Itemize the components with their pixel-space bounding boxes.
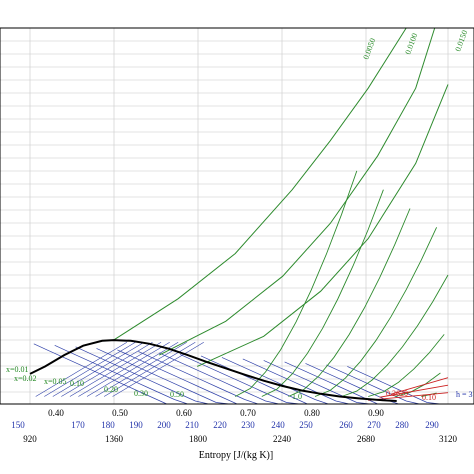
isotherm-line <box>75 346 209 405</box>
specific-volume-line <box>288 208 411 397</box>
x-primary-tick: 920 <box>23 434 37 444</box>
quality-label: 0.50 <box>170 390 184 399</box>
specific-volume-line <box>314 227 438 397</box>
x-secondary-tick: 0.80 <box>304 408 320 418</box>
x-secondary-tick: 0.40 <box>48 408 64 418</box>
x-primary-tick: 2240 <box>273 434 292 444</box>
x-secondary-tick: 0.60 <box>176 408 192 418</box>
quality-label: 1.0 <box>292 392 302 401</box>
x-tertiary-tick: 170 <box>71 420 85 430</box>
quality-line <box>44 342 136 397</box>
isotherm-line <box>54 344 188 405</box>
specific-volume-line <box>261 189 384 397</box>
x-secondary-tick: 0.70 <box>240 408 256 418</box>
quality-line <box>61 342 153 397</box>
x-primary-tick: 1800 <box>189 434 208 444</box>
quality-line <box>69 342 162 397</box>
x-tertiary-tick: 220 <box>213 420 227 430</box>
isenthalp-lines <box>368 377 449 401</box>
quality-line <box>52 342 145 397</box>
specific-volume-lines <box>113 27 449 397</box>
saturation-dome <box>29 339 397 402</box>
annotation-label: 0.10 <box>422 393 436 402</box>
quality-line <box>112 342 204 397</box>
x-axis-label: Entropy [J/(kg K)] <box>199 450 273 461</box>
quality-label: 0.30 <box>134 389 148 398</box>
x-secondary-tick: 0.90 <box>368 408 384 418</box>
specific-volume-line <box>113 27 407 341</box>
specific-volume-line <box>158 27 436 356</box>
x-tertiary-tick: 260 <box>339 420 353 430</box>
x-tertiary-tick: 280 <box>395 420 409 430</box>
specific-volume-line <box>394 372 441 397</box>
x-tertiary-tick: 210 <box>185 420 199 430</box>
x-tertiary-tick: 150 <box>11 420 25 430</box>
x-tertiary-tick: 250 <box>299 420 313 430</box>
x-primary-tick: 2680 <box>357 434 376 444</box>
quality-label: x=0.05 <box>44 377 67 386</box>
x-tertiary-tick: 230 <box>241 420 255 430</box>
x-tertiary-tick: 290 <box>425 420 439 430</box>
x-tertiary-tick: 190 <box>129 420 143 430</box>
quality-line <box>103 342 196 397</box>
quality-label: 0.20 <box>104 385 118 394</box>
x-tertiary-tick: 270 <box>367 420 381 430</box>
specific-volume-line <box>341 274 449 397</box>
x-primary-tick: 1360 <box>105 434 124 444</box>
quality-line <box>35 342 128 397</box>
isotherm-line <box>159 352 293 405</box>
annotation-label: h = 3 <box>456 390 473 399</box>
x-secondary-tick: 0.50 <box>112 408 128 418</box>
quality-line <box>78 342 170 397</box>
x-tertiary-tick: 240 <box>271 420 285 430</box>
quality-label: 0.10 <box>70 379 84 388</box>
x-tertiary-tick: 180 <box>101 420 115 430</box>
isotherm-line <box>33 343 167 405</box>
axis-ticks: 0.40 0.50 0.60 0.70 0.80 0.90 150 170 180 190 200 2… <box>11 408 457 444</box>
specific-volume-line <box>368 334 445 397</box>
isotherm-line <box>96 348 230 405</box>
x-primary-tick: 3120 <box>439 434 458 444</box>
annotation-label: 0.2620 <box>386 389 408 398</box>
isotherm-line <box>138 351 272 405</box>
quality-line <box>95 342 187 397</box>
quality-line <box>86 342 179 397</box>
quality-label: x=0.02 <box>14 374 37 383</box>
isenthalp-line <box>368 392 449 401</box>
isenthalp-line <box>390 377 449 395</box>
isenthalp-line <box>379 384 449 398</box>
plot-frame <box>0 27 474 405</box>
specific-volume-line <box>196 84 449 367</box>
specific-volume-line <box>234 170 358 397</box>
x-tertiary-tick: 200 <box>157 420 171 430</box>
quality-label: x=0.01 <box>6 365 29 374</box>
